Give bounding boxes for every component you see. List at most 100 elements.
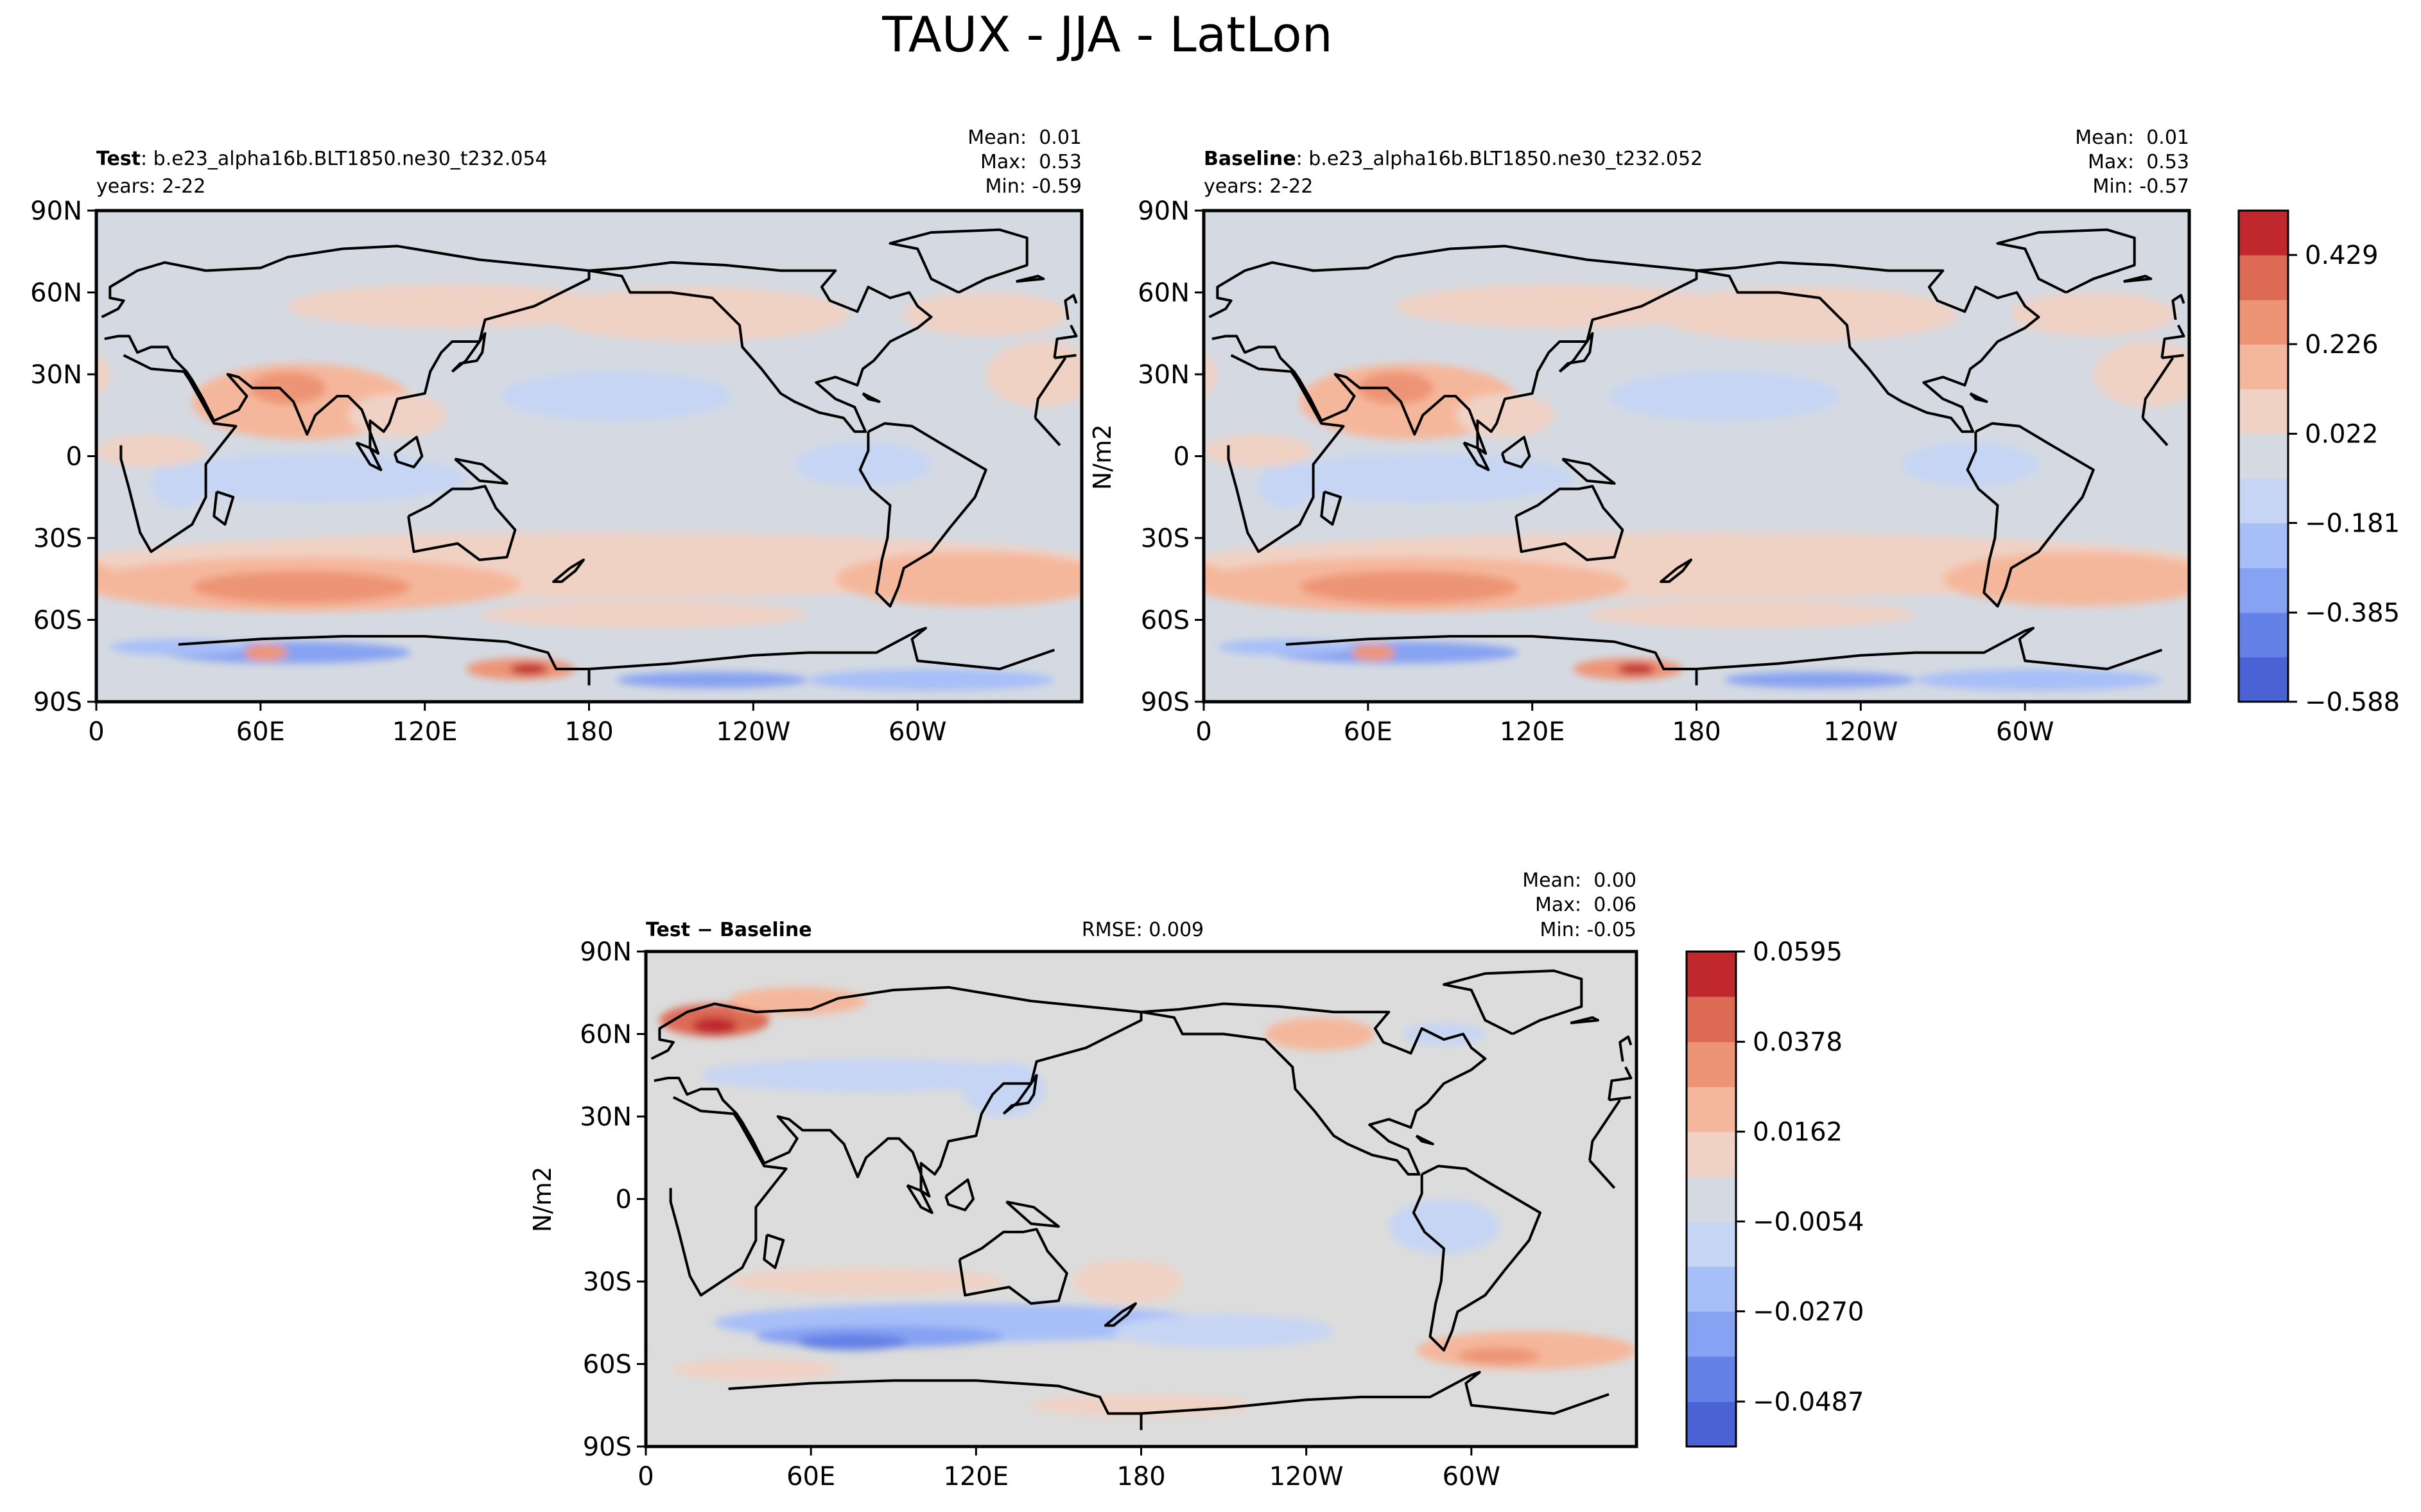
baseline-field-cell bbox=[1357, 371, 1434, 404]
difference-field-cell bbox=[1113, 1314, 1334, 1348]
difference-field-cell bbox=[412, 1023, 495, 1045]
panel-baseline-ylabel: N/m2 bbox=[1088, 424, 1116, 490]
colorbar-diff-cell bbox=[1687, 1311, 1736, 1357]
difference-coastline bbox=[728, 1379, 1143, 1430]
test-field-cell bbox=[164, 453, 466, 503]
difference-coastline bbox=[1443, 969, 1583, 1036]
colorbar-diff-cell bbox=[1687, 1356, 1736, 1402]
colorbar-main-cell bbox=[2239, 211, 2288, 256]
panel-baseline-mean: Mean: 0.01 bbox=[2075, 126, 2189, 149]
difference-field-cell bbox=[1692, 1059, 2022, 1091]
baseline-coastline bbox=[1320, 490, 1342, 526]
test-coastline bbox=[119, 354, 238, 553]
colorbar-main-tick-label: 0.226 bbox=[2305, 330, 2379, 360]
test-coastline bbox=[454, 457, 508, 485]
colorbar-diff-cell bbox=[1687, 952, 1736, 997]
baseline-field-cell bbox=[2011, 292, 2176, 336]
difference-y-tick-label: 60N bbox=[580, 1020, 632, 1050]
baseline-field-cell bbox=[1724, 672, 1916, 688]
difference-coastline bbox=[1412, 1165, 1541, 1352]
test-field-cell bbox=[96, 562, 124, 596]
svg-text:Test: b.e23_alpha16b.BLT1850.n: Test: b.e23_alpha16b.BLT1850.ne30_t232.0… bbox=[96, 148, 548, 170]
colorbar-main-cell bbox=[2239, 613, 2288, 657]
test-field-cell bbox=[96, 352, 110, 396]
panel-difference-min: Min: -0.05 bbox=[1540, 919, 1637, 941]
difference-field-cell bbox=[2393, 1023, 2421, 1045]
test-coastline bbox=[552, 559, 585, 583]
test-field-cell bbox=[509, 663, 548, 675]
difference-field-cell bbox=[467, 1348, 550, 1364]
panel-baseline-stats: Mean: 0.01 Max: 0.53 Min: -0.57 bbox=[2075, 126, 2189, 198]
colorbar-main-cell bbox=[2239, 478, 2288, 524]
colorbar-main-cell bbox=[2239, 299, 2288, 345]
test-coastline bbox=[101, 245, 591, 455]
colorbar-diff-cell bbox=[1687, 996, 1736, 1043]
baseline-field-cell bbox=[2337, 645, 2381, 661]
test-field-cell bbox=[808, 669, 1055, 691]
test-coastline bbox=[355, 441, 383, 471]
panel-baseline-max: Max: 0.53 bbox=[2088, 151, 2189, 173]
difference-coastline bbox=[906, 1184, 933, 1214]
baseline-coastline bbox=[1969, 392, 1988, 403]
difference-field-cell bbox=[2379, 1199, 2421, 1255]
difference-field-cell bbox=[700, 1059, 1032, 1092]
baseline-coastline bbox=[1227, 354, 1345, 553]
colorbar-diff-frame bbox=[1685, 950, 1737, 1448]
test-coastline bbox=[213, 490, 235, 526]
difference-field-cell bbox=[1265, 1017, 1375, 1051]
difference-y-tick-label: 30S bbox=[583, 1267, 632, 1297]
panel-test-label-case: : b.e23_alpha16b.BLT1850.ne30_t232.054 bbox=[141, 148, 548, 170]
difference-coastline bbox=[763, 1233, 785, 1269]
test-x-tick-label: 180 bbox=[564, 717, 613, 747]
difference-field-cell bbox=[1389, 1199, 1499, 1255]
test-field-cell bbox=[96, 434, 206, 467]
difference-y-tick-label: 90N bbox=[580, 937, 632, 967]
baseline-field-cell bbox=[1655, 287, 1957, 342]
difference-field-cell bbox=[0, 1303, 220, 1342]
test-coastline bbox=[1053, 324, 1078, 358]
test-coastline bbox=[587, 627, 1055, 686]
baseline-coastline bbox=[1966, 422, 2095, 608]
test-coastline bbox=[407, 485, 517, 561]
test-coastline bbox=[1064, 293, 1078, 320]
difference-field-cell bbox=[2255, 1018, 2365, 1050]
difference-coastline bbox=[1140, 1371, 1610, 1430]
test-field-cell bbox=[348, 393, 447, 437]
difference-field-cell bbox=[962, 1061, 1045, 1117]
difference-y-tick-label: 60S bbox=[583, 1350, 632, 1380]
panel-test-mean: Mean: 0.01 bbox=[968, 126, 1082, 149]
panel-baseline-label-bold: Baseline bbox=[1204, 148, 1296, 170]
panel-baseline-label: Baseline: b.e23_alpha16b.BLT1850.ne30_t2… bbox=[1204, 148, 1703, 198]
baseline-field-cell bbox=[2093, 342, 2189, 407]
baseline-field-cell bbox=[1617, 663, 1656, 675]
difference-field-cell bbox=[0, 1268, 13, 1296]
panel-test-max: Max: 0.53 bbox=[980, 151, 1082, 173]
difference-field-cell bbox=[0, 1059, 40, 1091]
test-y-tick-label: 0 bbox=[66, 442, 82, 472]
baseline-field-cell bbox=[1915, 669, 2162, 691]
test-coastline bbox=[178, 635, 591, 686]
test-x-tick-label: 120E bbox=[392, 717, 458, 747]
colorbar-diff-cell bbox=[1687, 1221, 1736, 1267]
baseline-field-cell bbox=[1204, 434, 1314, 467]
colorbar-main-cell bbox=[2239, 388, 2288, 435]
panel-difference-label: Test − Baseline bbox=[646, 919, 812, 941]
baseline-y-tick-label: 30S bbox=[1141, 524, 1190, 553]
panel-test-years: years: 2-22 bbox=[96, 175, 205, 198]
difference-coastline bbox=[1415, 1134, 1434, 1145]
baseline-x-tick-label: 120E bbox=[1500, 717, 1565, 747]
panel-baseline-min: Min: -0.57 bbox=[2093, 175, 2190, 198]
baseline-coastline bbox=[2123, 275, 2153, 283]
colorbar-diff-cell bbox=[1687, 1402, 1736, 1447]
difference-coastline bbox=[1141, 1002, 1487, 1176]
test-y-tick-label: 60S bbox=[33, 606, 82, 636]
test-field-cell bbox=[288, 284, 617, 328]
difference-y-tick-label: 30N bbox=[580, 1102, 632, 1132]
colorbar-main-tick-label: −0.181 bbox=[2305, 509, 2400, 539]
difference-coastline bbox=[1608, 1066, 1633, 1100]
test-coastline bbox=[1054, 354, 1077, 360]
test-x-tick-label: 0 bbox=[88, 717, 104, 747]
colorbar-diff: 0.0595 0.0378 0.0162 −0.0054 −0.0270 −0.0487 bbox=[1685, 937, 1864, 1448]
baseline-x-tick-label: 120W bbox=[1823, 717, 1898, 747]
